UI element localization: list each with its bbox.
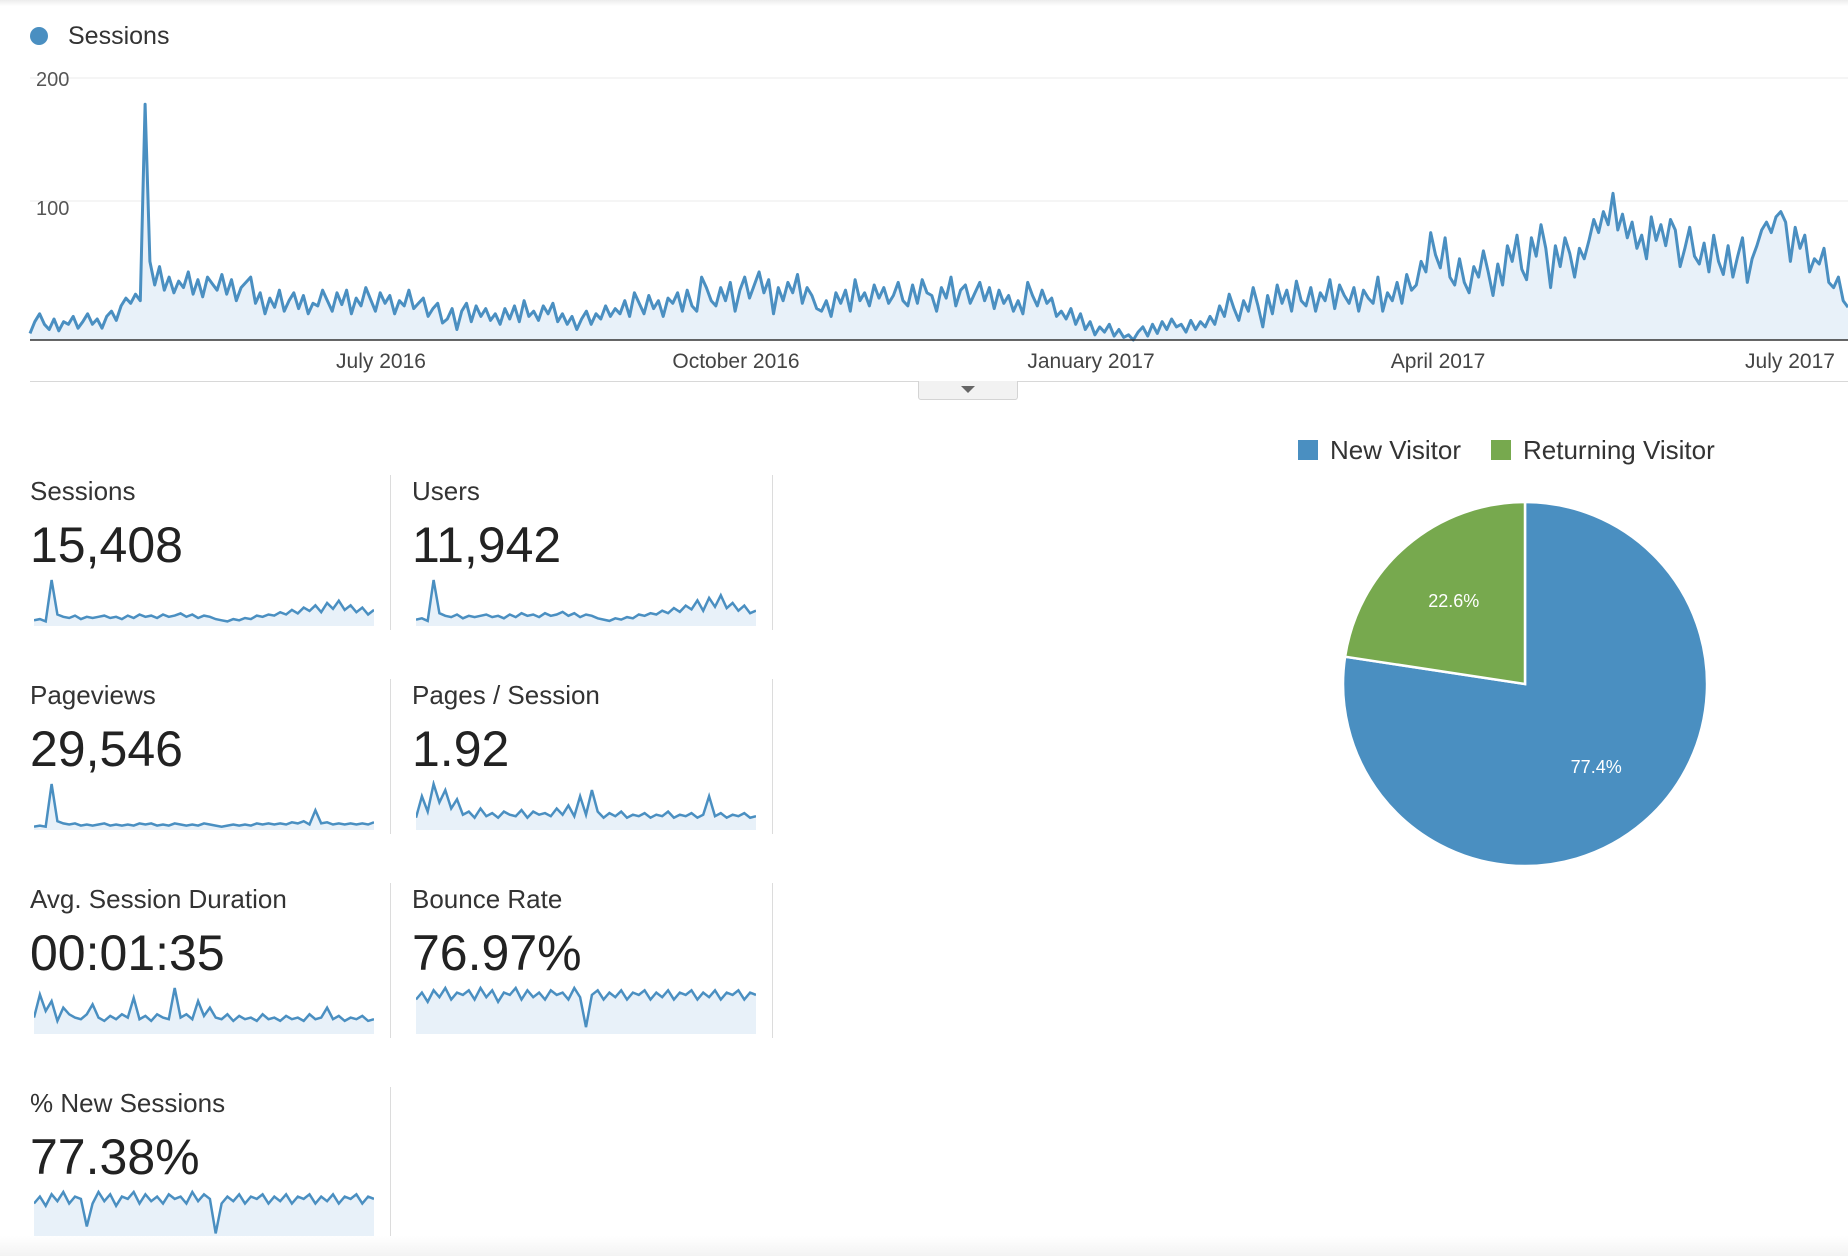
collapse-chart-toggle[interactable] — [918, 381, 1018, 400]
visitor-type-pie-chart[interactable]: 77.4% 22.6% — [1330, 495, 1730, 875]
tile-divider — [772, 883, 773, 1038]
metric-sparkline — [416, 780, 756, 830]
metric-value: 76.97% — [412, 925, 582, 981]
x-tick-july-2017: July 2017 — [1745, 350, 1835, 373]
tile-divider — [390, 883, 391, 1038]
x-tick-january-2017: January 2017 — [1027, 350, 1154, 373]
metric-users[interactable]: Users 11,942 — [412, 476, 772, 631]
metric-avg-session-duration[interactable]: Avg. Session Duration 00:01:35 — [30, 884, 390, 1039]
sparkline-line — [34, 783, 374, 829]
y-tick-100: 100 — [36, 198, 69, 220]
metric-label: Bounce Rate — [412, 884, 563, 914]
sparkline-area — [416, 580, 756, 626]
pie-label-returning-visitor: 22.6% — [1428, 591, 1479, 611]
metric-sparkline — [416, 985, 756, 1034]
metric-value: 11,942 — [412, 517, 562, 573]
metric-pageviews[interactable]: Pageviews 29,546 — [30, 680, 390, 835]
sessions-legend-label: Sessions — [68, 21, 170, 50]
pie-legend: New Visitor Returning Visitor — [1298, 433, 1745, 467]
tile-divider — [390, 679, 391, 834]
sparkline-line — [34, 987, 374, 1025]
tile-divider — [390, 1087, 391, 1242]
sparkline-line — [416, 985, 756, 1028]
legend-returning-visitor[interactable]: Returning Visitor — [1523, 434, 1715, 465]
sparkline-area — [416, 784, 756, 830]
pie-slice-returning-visitor[interactable] — [1343, 500, 1527, 686]
tile-divider — [390, 475, 391, 630]
metric-label: Users — [412, 476, 480, 506]
bottom-fade — [0, 1236, 1848, 1256]
sessions-legend-dot-icon — [30, 27, 48, 45]
sparkline-line — [416, 579, 756, 623]
top-shadow — [0, 0, 1848, 6]
metric-sparkline — [34, 579, 374, 626]
x-tick-july-2016: July 2016 — [336, 350, 426, 373]
sparkline-area — [34, 580, 374, 626]
metric-label: Pages / Session — [412, 680, 600, 710]
sparkline-area — [34, 988, 374, 1034]
tile-divider — [772, 679, 773, 834]
metric-label: % New Sessions — [30, 1088, 226, 1118]
legend-new-visitor[interactable]: New Visitor — [1330, 434, 1462, 465]
metric-value: 1.92 — [412, 721, 510, 777]
metric-value: 29,546 — [30, 721, 183, 777]
sessions-area — [30, 104, 1848, 340]
metric-bounce-rate[interactable]: Bounce Rate 76.97% — [412, 884, 772, 1039]
metric-value: 00:01:35 — [30, 925, 225, 981]
sparkline-line — [34, 1189, 374, 1234]
x-tick-april-2017: April 2017 — [1391, 350, 1486, 373]
metric-label: Pageviews — [30, 680, 156, 710]
x-tick-october-2016: October 2016 — [672, 350, 799, 373]
sessions-line — [28, 102, 1848, 342]
metric-sparkline — [34, 783, 374, 830]
pie-label-new-visitor: 77.4% — [1571, 757, 1622, 777]
sparkline-line — [416, 780, 756, 820]
y-tick-200: 200 — [36, 69, 69, 91]
metric-value: 15,408 — [30, 517, 183, 573]
sparkline-line — [34, 579, 374, 624]
metric-sparkline — [416, 579, 756, 626]
metric-sessions[interactable]: Sessions 15,408 — [30, 476, 390, 631]
metric-new-sessions[interactable]: % New Sessions 77.38% — [30, 1088, 390, 1243]
metric-sparkline — [34, 987, 374, 1034]
metric-label: Avg. Session Duration — [30, 884, 287, 914]
sessions-timeline-chart[interactable]: 200 100 July 2016 October 2016 January 2… — [0, 58, 1848, 380]
chevron-down-icon — [961, 386, 975, 393]
metric-pages-per-session[interactable]: Pages / Session 1.92 — [412, 680, 772, 835]
metric-value: 77.38% — [30, 1129, 200, 1185]
metric-sparkline — [34, 1189, 374, 1238]
new-visitor-swatch-icon[interactable] — [1298, 440, 1318, 460]
metric-label: Sessions — [30, 476, 136, 506]
tile-divider — [772, 475, 773, 630]
returning-visitor-swatch-icon[interactable] — [1491, 440, 1512, 460]
main-chart-legend[interactable]: Sessions — [30, 22, 169, 50]
